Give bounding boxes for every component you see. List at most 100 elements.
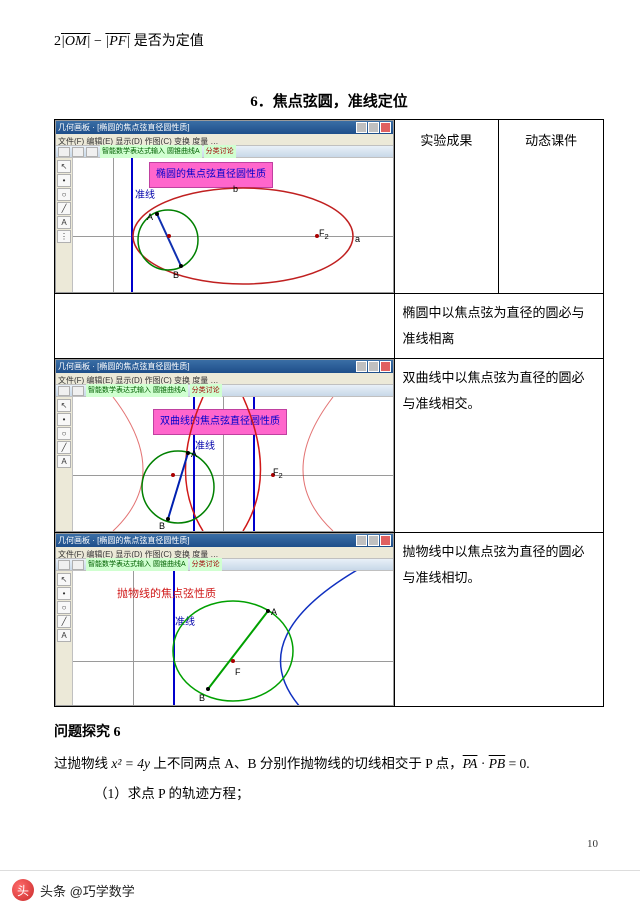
- canvas-parabola: 准线 抛物线的焦点弦性质 A B: [73, 571, 393, 705]
- canvas-ellipse: 准线 椭圆的焦点弦直径圆性质 b: [73, 158, 393, 292]
- label-F2: F2: [273, 463, 283, 483]
- toolbar: 智能数学表达式输入 圆锥曲线A 分类讨论: [56, 145, 393, 158]
- label-a: a: [355, 230, 360, 248]
- minus: −: [91, 34, 106, 49]
- tool-point-icon: •: [57, 413, 71, 426]
- tool-line-icon: ╱: [57, 441, 71, 454]
- hyperbola-svg: [73, 397, 373, 531]
- tool-line-icon: ╱: [57, 202, 71, 215]
- q6-mid: 上不同两点 A、B 分别作抛物线的切线相交于 P 点，: [150, 756, 463, 771]
- canvas-area: ↖•○╱A 准线 抛物线的焦点弦性质: [56, 571, 393, 705]
- label-F2: F2: [319, 224, 329, 244]
- page-number: 10: [54, 838, 604, 850]
- q6-prefix: 过抛物线: [54, 756, 111, 771]
- table-row: 椭圆中以焦点弦为直径的圆必与准线相离: [55, 294, 604, 359]
- vec-pa: PA: [463, 756, 478, 771]
- footer-logo-icon: 头: [12, 879, 34, 901]
- toolbar-red-label: 分类讨论: [190, 558, 222, 572]
- spacer: [55, 294, 395, 359]
- tool-btn: [86, 147, 98, 157]
- dot: ·: [477, 756, 488, 771]
- label-B: B: [159, 517, 165, 531]
- menubar: 文件(F) 编辑(E) 显示(D) 作图(C) 变换 度量 …: [56, 134, 393, 145]
- formula-coef: 2: [54, 34, 61, 49]
- titlebar: 几何画板 · [椭圆的焦点弦直径圆性质]: [56, 534, 393, 547]
- vec-pf: PF: [109, 34, 126, 49]
- question-6-sub1: （1）求点 P 的轨迹方程；: [54, 779, 604, 809]
- question-6-title: 问题探究 6: [54, 721, 604, 741]
- toolbar-red-label: 分类讨论: [204, 145, 236, 159]
- footer-bar: 头 头条 @巧学数学: [0, 870, 640, 909]
- header-left: 实验成果: [394, 120, 499, 294]
- min-icon: [356, 361, 367, 372]
- max-icon: [368, 361, 379, 372]
- close-icon: [380, 535, 391, 546]
- toolbar-green-label: 智能数学表达式输入 圆锥曲线A: [86, 558, 188, 572]
- label-B: B: [173, 266, 179, 284]
- app-window-hyperbola: 几何画板 · [椭圆的焦点弦直径圆性质] 文件(F) 编辑(E) 显示(D) 作…: [55, 359, 394, 532]
- toolbar: 智能数学表达式输入 圆锥曲线A 分类讨论: [56, 558, 393, 571]
- tool-btn: [72, 560, 84, 570]
- app-window-parabola: 几何画板 · [椭圆的焦点弦直径圆性质] 文件(F) 编辑(E) 显示(D) 作…: [55, 533, 394, 706]
- top-formula: 2|OM| − |PF| 是否为定值: [54, 30, 604, 50]
- window-buttons: [356, 361, 391, 372]
- tool-point-icon: •: [57, 174, 71, 187]
- tool-arrow-icon: ↖: [57, 160, 71, 173]
- table-row: 几何画板 · [椭圆的焦点弦直径圆性质] 文件(F) 编辑(E) 显示(D) 作…: [55, 533, 604, 707]
- tool-circle-icon: ○: [57, 427, 71, 440]
- menubar: 文件(F) 编辑(E) 显示(D) 作图(C) 变换 度量 …: [56, 547, 393, 558]
- parabola-svg: [73, 571, 373, 705]
- footer-text: 头条 @巧学数学: [40, 881, 135, 900]
- figure-cell-2: 几何画板 · [椭圆的焦点弦直径圆性质] 文件(F) 编辑(E) 显示(D) 作…: [55, 359, 395, 533]
- tool-sidebar: ↖•○╱A⋮: [56, 158, 73, 292]
- question-6-body: 过抛物线 x² = 4y 上不同两点 A、B 分别作抛物线的切线相交于 P 点，…: [54, 749, 604, 779]
- q6-equation: x² = 4y: [111, 756, 150, 771]
- titlebar: 几何画板 · [椭圆的焦点弦直径圆性质]: [56, 121, 393, 134]
- figure-cell-1: 几何画板 · [椭圆的焦点弦直径圆性质] 文件(F) 编辑(E) 显示(D) 作…: [55, 120, 395, 294]
- label-A: A: [191, 445, 197, 463]
- tool-btn: [72, 386, 84, 396]
- tool-line-icon: ╱: [57, 615, 71, 628]
- toolbar-green-label: 智能数学表达式输入 圆锥曲线A: [100, 145, 202, 159]
- titlebar: 几何画板 · [椭圆的焦点弦直径圆性质]: [56, 360, 393, 373]
- tool-arrow-icon: ↖: [57, 399, 71, 412]
- window-buttons: [356, 535, 391, 546]
- table-header-row: 几何画板 · [椭圆的焦点弦直径圆性质] 文件(F) 编辑(E) 显示(D) 作…: [55, 120, 604, 294]
- max-icon: [368, 122, 379, 133]
- figure-cell-3: 几何画板 · [椭圆的焦点弦直径圆性质] 文件(F) 编辑(E) 显示(D) 作…: [55, 533, 395, 707]
- desc-cell-1: 椭圆中以焦点弦为直径的圆必与准线相离: [394, 294, 603, 359]
- tool-btn: [58, 560, 70, 570]
- app-window-ellipse: 几何画板 · [椭圆的焦点弦直径圆性质] 文件(F) 编辑(E) 显示(D) 作…: [55, 120, 394, 293]
- min-icon: [356, 122, 367, 133]
- eq-zero: = 0.: [505, 756, 530, 771]
- tool-circle-icon: ○: [57, 188, 71, 201]
- tool-more-icon: ⋮: [57, 230, 71, 243]
- header-right: 动态课件: [499, 120, 604, 294]
- tool-text-icon: A: [57, 455, 71, 468]
- close-icon: [380, 361, 391, 372]
- vec-pb: PB: [489, 756, 506, 771]
- tool-arrow-icon: ↖: [57, 573, 71, 586]
- canvas-area: ↖•○╱A 准线 双曲线的焦点弦直径圆性质: [56, 397, 393, 531]
- tool-btn: [58, 386, 70, 396]
- page-content: 2|OM| − |PF| 是否为定值 6．焦点弦圆，准线定位 几何画板 · [椭…: [0, 0, 640, 870]
- label-A: A: [147, 208, 153, 226]
- label-B: B: [199, 689, 205, 705]
- tool-circle-icon: ○: [57, 601, 71, 614]
- menubar: 文件(F) 编辑(E) 显示(D) 作图(C) 变换 度量 …: [56, 373, 393, 384]
- tool-text-icon: A: [57, 629, 71, 642]
- tool-btn: [58, 147, 70, 157]
- label-A: A: [271, 603, 277, 621]
- label-F: F: [235, 663, 241, 681]
- toolbar: 智能数学表达式输入 圆锥曲线A 分类讨论: [56, 384, 393, 397]
- canvas-hyperbola: 准线 双曲线的焦点弦直径圆性质: [73, 397, 393, 531]
- vec-om: OM: [65, 34, 87, 49]
- desc-cell-3: 抛物线中以焦点弦为直径的圆必与准线相切。: [394, 533, 603, 707]
- formula-tail: 是否为定值: [130, 34, 204, 49]
- main-table: 几何画板 · [椭圆的焦点弦直径圆性质] 文件(F) 编辑(E) 显示(D) 作…: [54, 119, 604, 707]
- tool-text-icon: A: [57, 216, 71, 229]
- max-icon: [368, 535, 379, 546]
- window-buttons: [356, 122, 391, 133]
- tool-sidebar: ↖•○╱A: [56, 571, 73, 705]
- close-icon: [380, 122, 391, 133]
